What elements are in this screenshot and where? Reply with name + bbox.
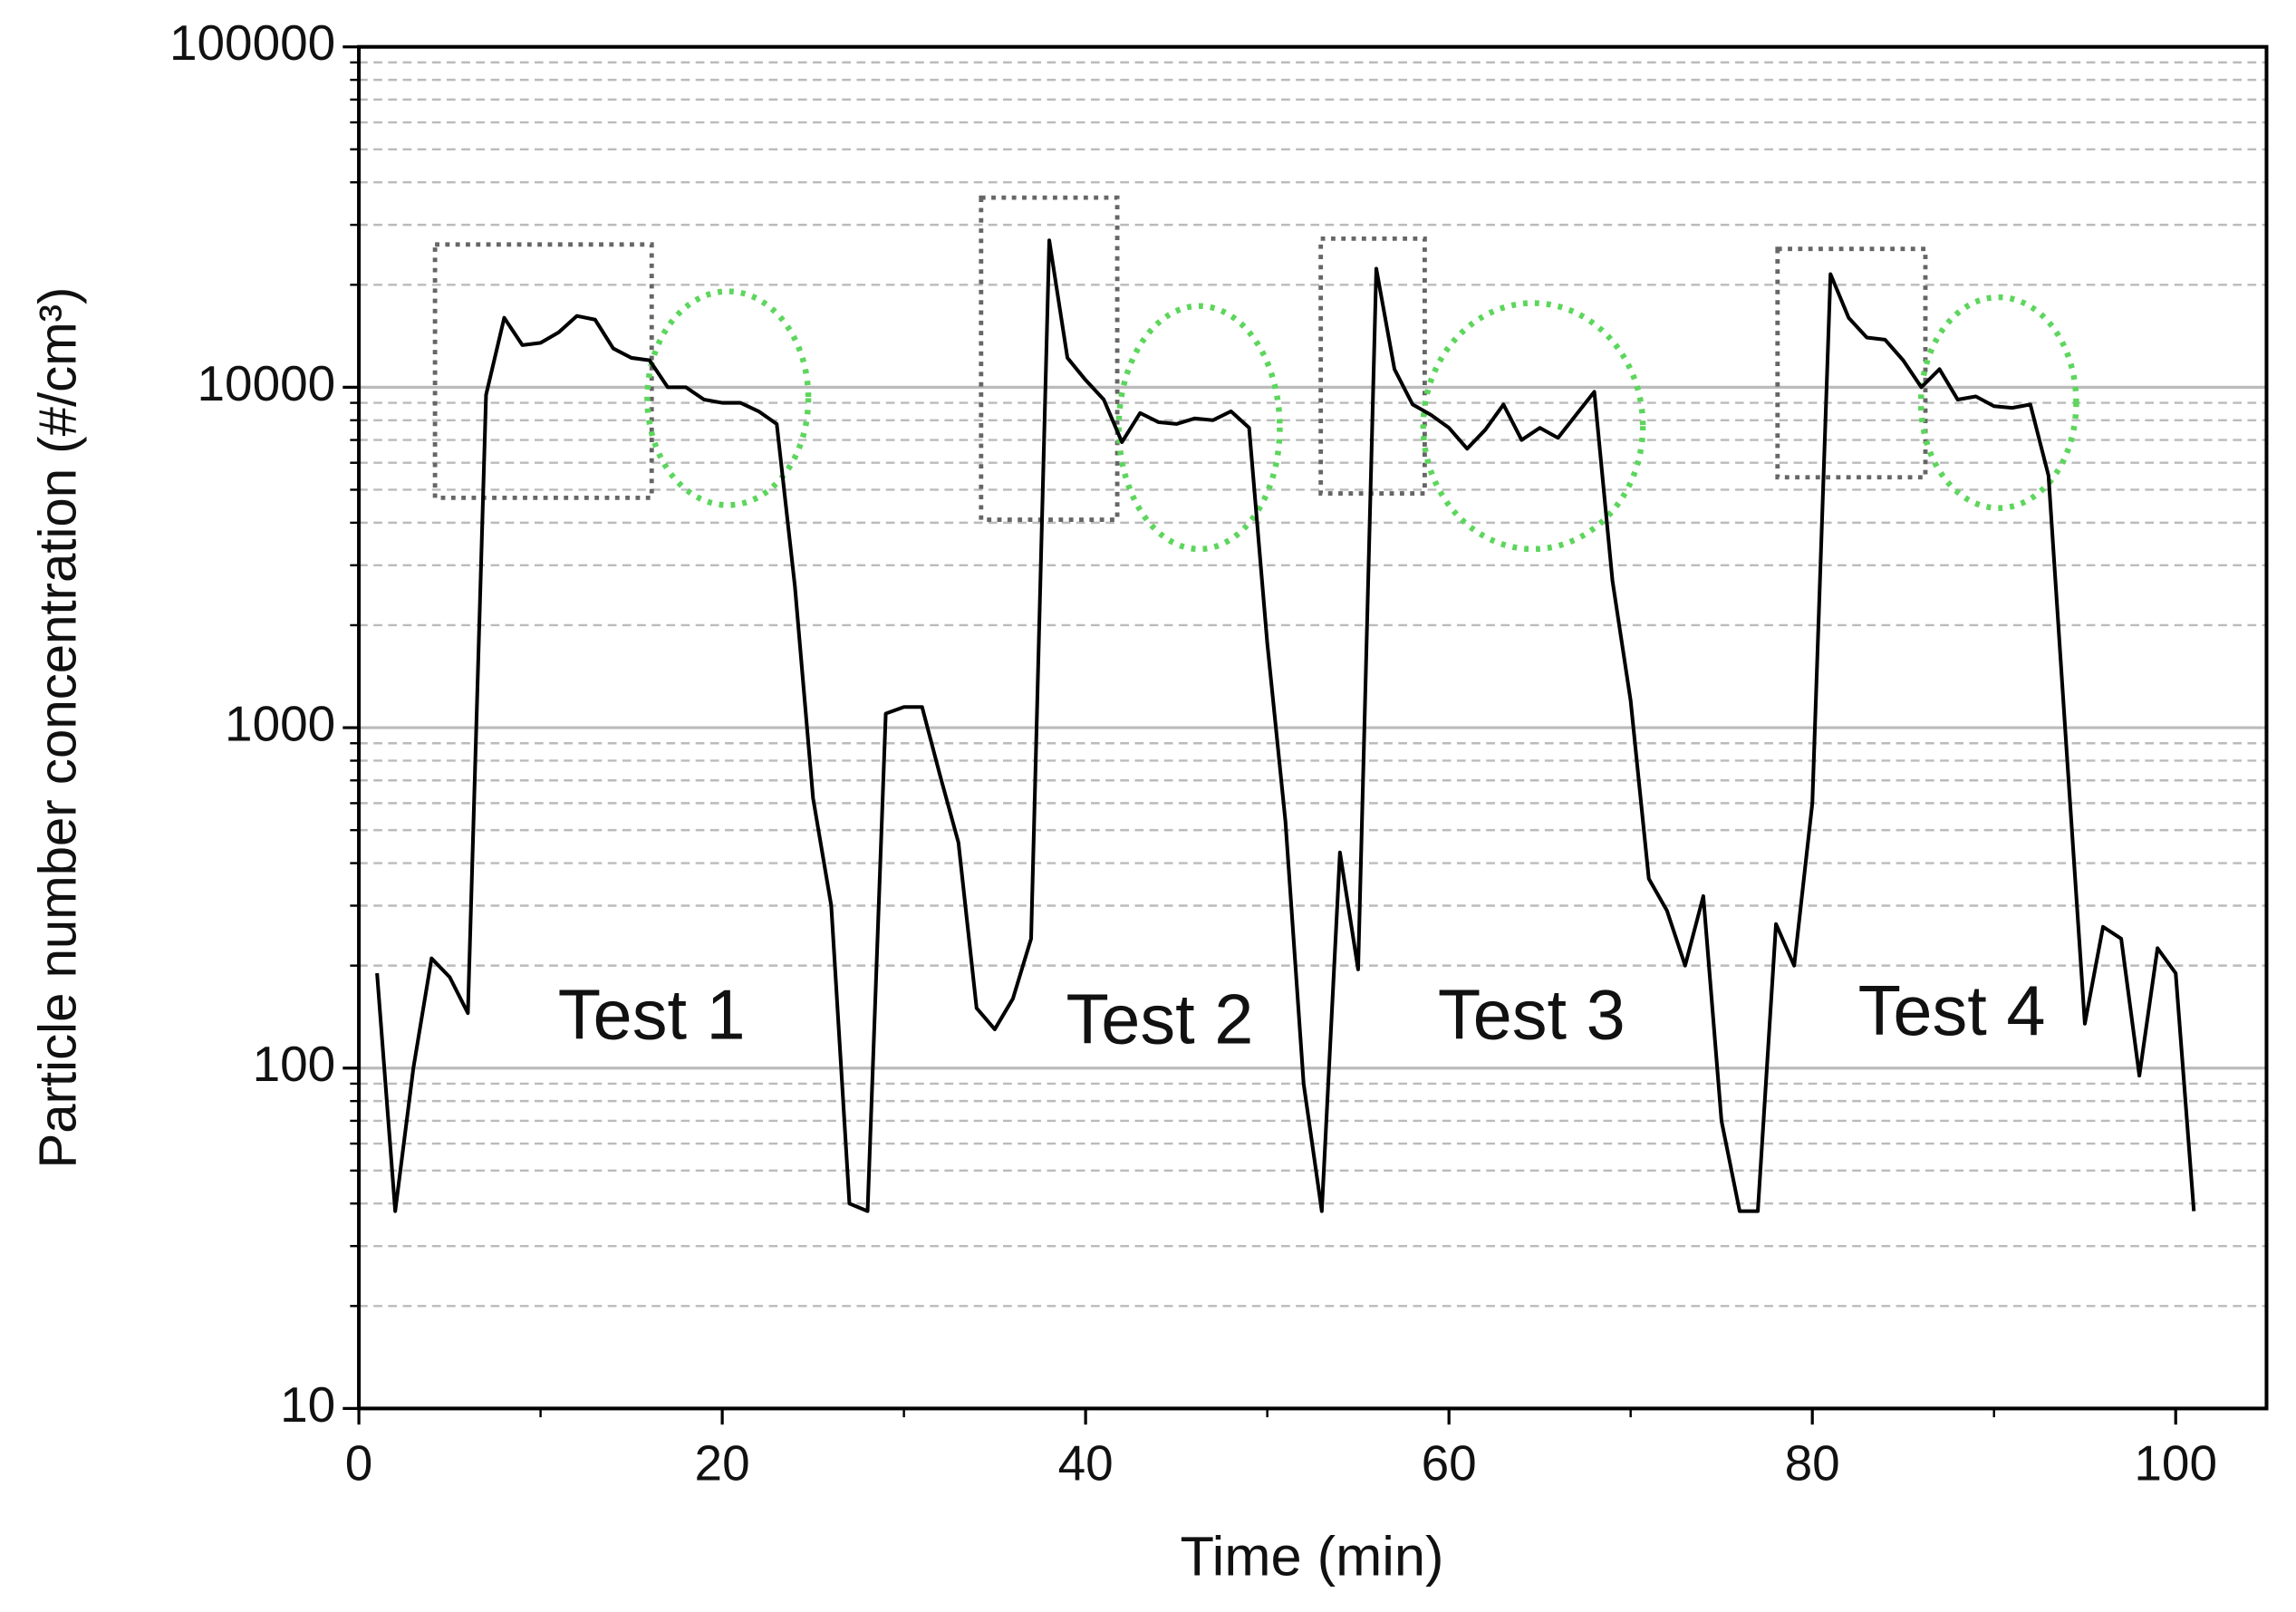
x-tick-label: 80 <box>1785 1435 1840 1491</box>
x-axis-label: Time (min) <box>1180 1526 1443 1588</box>
x-tick-label: 40 <box>1058 1435 1114 1491</box>
plateau-ellipse <box>1115 303 1283 553</box>
plot-frame <box>357 44 2269 1411</box>
y-tick-label: 100 <box>253 1036 336 1092</box>
peak-box <box>979 195 1120 523</box>
annotation: Test 1 <box>558 977 746 1055</box>
annotation: Test 2 <box>1066 981 1253 1059</box>
x-tick-label: 100 <box>2134 1435 2217 1491</box>
y-tick-label: 10000 <box>197 355 335 411</box>
annotation-ellipses <box>644 288 2079 553</box>
peak-box <box>432 242 654 500</box>
x-tick-label: 60 <box>1422 1435 1477 1491</box>
plateau-ellipse <box>1917 294 2079 511</box>
annotation: Test 4 <box>1858 972 2046 1050</box>
plateau-ellipse <box>644 288 812 508</box>
x-tick-label: 0 <box>345 1435 373 1491</box>
peak-box <box>1775 246 1928 480</box>
peak-box <box>1318 236 1427 496</box>
y-tick-label: 1000 <box>225 696 335 752</box>
axes: 10 100 1000 10000 100000 0 20 40 60 80 100 <box>169 14 2269 1491</box>
y-tick-label: 100000 <box>169 14 335 71</box>
y-tick-label: 10 <box>280 1376 335 1433</box>
annotation: Test 3 <box>1438 977 1626 1055</box>
data-line <box>375 238 2196 1213</box>
y-axis-label: Particle number concentration (#/cm³) <box>28 287 87 1169</box>
annotation-boxes <box>432 195 1928 523</box>
x-tick-label: 20 <box>695 1435 750 1491</box>
plateau-ellipse <box>1420 300 1646 553</box>
